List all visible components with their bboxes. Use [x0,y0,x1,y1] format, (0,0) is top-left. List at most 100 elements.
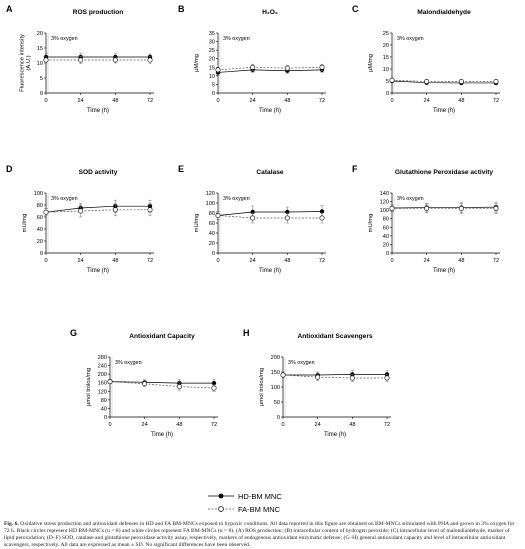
series-line-hd-e [217,211,323,216]
data-point-fa-f [424,205,430,211]
y-tick-label-c: 5 [386,79,389,85]
caption-text: Oxidative stress production and antioxid… [4,521,515,548]
x-tick-label-c: 0 [390,98,393,104]
x-tick-label-e: 0 [216,258,219,264]
y-axis-label-line-b: µM/mg [194,54,200,72]
chart-panel-d: D SOD activity 0 20 40 60 80 100 0 24 48 72 Time (h)… [6,164,154,274]
y-axis-label-d: mU/mg [22,214,28,233]
x-tick-label-d: 24 [78,258,84,264]
data-point-hd-e [319,209,325,214]
panel-letter-d: D [6,164,13,174]
y-tick-label-f: 140 [380,191,389,197]
y-tick-label-f: 80 [383,217,389,223]
x-tick-label-c: 48 [458,98,464,104]
y-tick-label-b: 35 [209,31,215,37]
y-axis-label-line-d: mU/mg [22,214,28,233]
y-tick-label-h: 150 [271,370,280,376]
chart-title-f: Glutathione Peroxidase activity [395,169,494,176]
data-point-fa-f [458,205,464,211]
series-line-hd-c [391,80,496,84]
y-tick-label-f: 120 [380,200,389,206]
data-point-fa-c [493,78,499,84]
y-tick-label-d: 100 [34,191,43,197]
series-line-fa-h [282,374,387,379]
y-tick-label-e: 20 [209,241,215,247]
data-point-fa-c [458,78,464,84]
x-tick-label-b: 0 [216,98,219,104]
chart-panel-e: E Catalase 0 20 40 60 80 100 120 0 24 48 72 Time (h) m… [178,164,326,274]
y-tick-label-e: 40 [209,231,215,237]
y-tick-label-b: 5 [212,82,215,88]
y-axis-label-line-f: mU/mg [368,214,374,233]
x-axis-label-f: Time (h) [433,268,455,274]
x-axis-label-c: Time (h) [433,108,455,114]
annotation-a: 3% oxygen [51,36,78,42]
annotation-f: 3% oxygen [397,196,424,202]
x-tick-label-d: 0 [44,258,47,264]
chart-panel-a: A ROS production 0 5 10 15 20 0 24 48 72 Time (h) Fl… [6,4,154,114]
y-axis-label-line-a: (A.U.) [26,55,32,70]
y-tick-label-h: 50 [274,400,280,406]
x-tick-label-g: 48 [176,422,182,428]
y-tick-label-a: 0 [40,91,43,97]
x-axis-label-e: Time (h) [259,268,281,274]
data-point-fa-g [142,381,148,387]
y-tick-label-b: 0 [212,91,215,97]
legend-entry-hd: HD-BM MNC [208,490,282,502]
y-axis-label-f: mU/mg [368,214,374,233]
y-tick-label-g: 40 [101,406,107,412]
chart-title-g: Antioxidant Capacity [129,333,195,340]
series-line-hd-b [217,69,323,73]
data-point-fa-e [319,215,325,221]
y-axis-label-b: µM/mg [194,54,200,72]
x-tick-label-f: 48 [458,258,464,264]
y-tick-label-d: 80 [37,203,43,209]
x-tick-label-d: 48 [112,258,118,264]
panel-letter-e: E [178,164,184,174]
series-line-fa-c [391,79,496,82]
x-tick-label-e: 48 [284,258,290,264]
y-tick-label-h: 100 [271,385,280,391]
data-point-fa-e [250,215,256,221]
y-axis-label-e: mU/mg [194,214,200,233]
chart-title-b: H₂O₂ [262,9,278,16]
legend-entry-fa: FA-BM MNC [208,503,280,515]
chart-title-c: Malondialdehyde [417,9,471,16]
y-tick-label-b: 15 [209,65,215,71]
y-tick-label-g: 280 [98,355,107,361]
x-tick-label-h: 72 [384,422,390,428]
data-point-fa-g [211,385,217,391]
y-axis-label-line-g: µmol trolox/mg [86,368,92,406]
data-point-fa-b [284,65,290,71]
data-point-fa-d [43,209,49,215]
y-axis-label-line-e: mU/mg [194,214,200,233]
x-tick-label-d: 72 [147,258,153,264]
chart-panel-h: H Antioxidant Scavengers 0 50 100 150 200 0 24 48… [243,328,391,438]
data-point-fa-b [319,64,325,70]
y-tick-label-d: 60 [37,215,43,221]
x-tick-label-h: 24 [315,422,321,428]
data-point-fa-c [424,78,430,84]
y-tick-label-g: 200 [98,372,107,378]
y-tick-label-g: 240 [98,364,107,370]
x-tick-label-g: 72 [211,422,217,428]
x-axis-label-h: Time (h) [324,432,346,438]
data-point-fa-a [78,57,84,63]
data-point-fa-h [384,375,390,381]
data-point-fa-a [43,57,49,63]
y-tick-label-a: 10 [37,61,43,67]
x-tick-label-a: 0 [44,98,47,104]
x-tick-label-g: 24 [142,422,148,428]
y-tick-label-b: 25 [209,48,215,54]
x-tick-label-h: 48 [349,422,355,428]
data-point-fa-h [315,374,321,380]
x-tick-label-f: 72 [493,258,499,264]
data-point-fa-g [176,384,182,390]
y-tick-label-g: 80 [101,398,107,404]
panel-letter-g: G [70,328,77,338]
data-point-hd-g [211,380,217,386]
x-axis-label-d: Time (h) [87,268,109,274]
x-tick-label-g: 0 [108,422,111,428]
y-axis-label-a: Fluorescence intensity(A.U.) [20,34,33,92]
series-line-hd-h [283,374,387,376]
